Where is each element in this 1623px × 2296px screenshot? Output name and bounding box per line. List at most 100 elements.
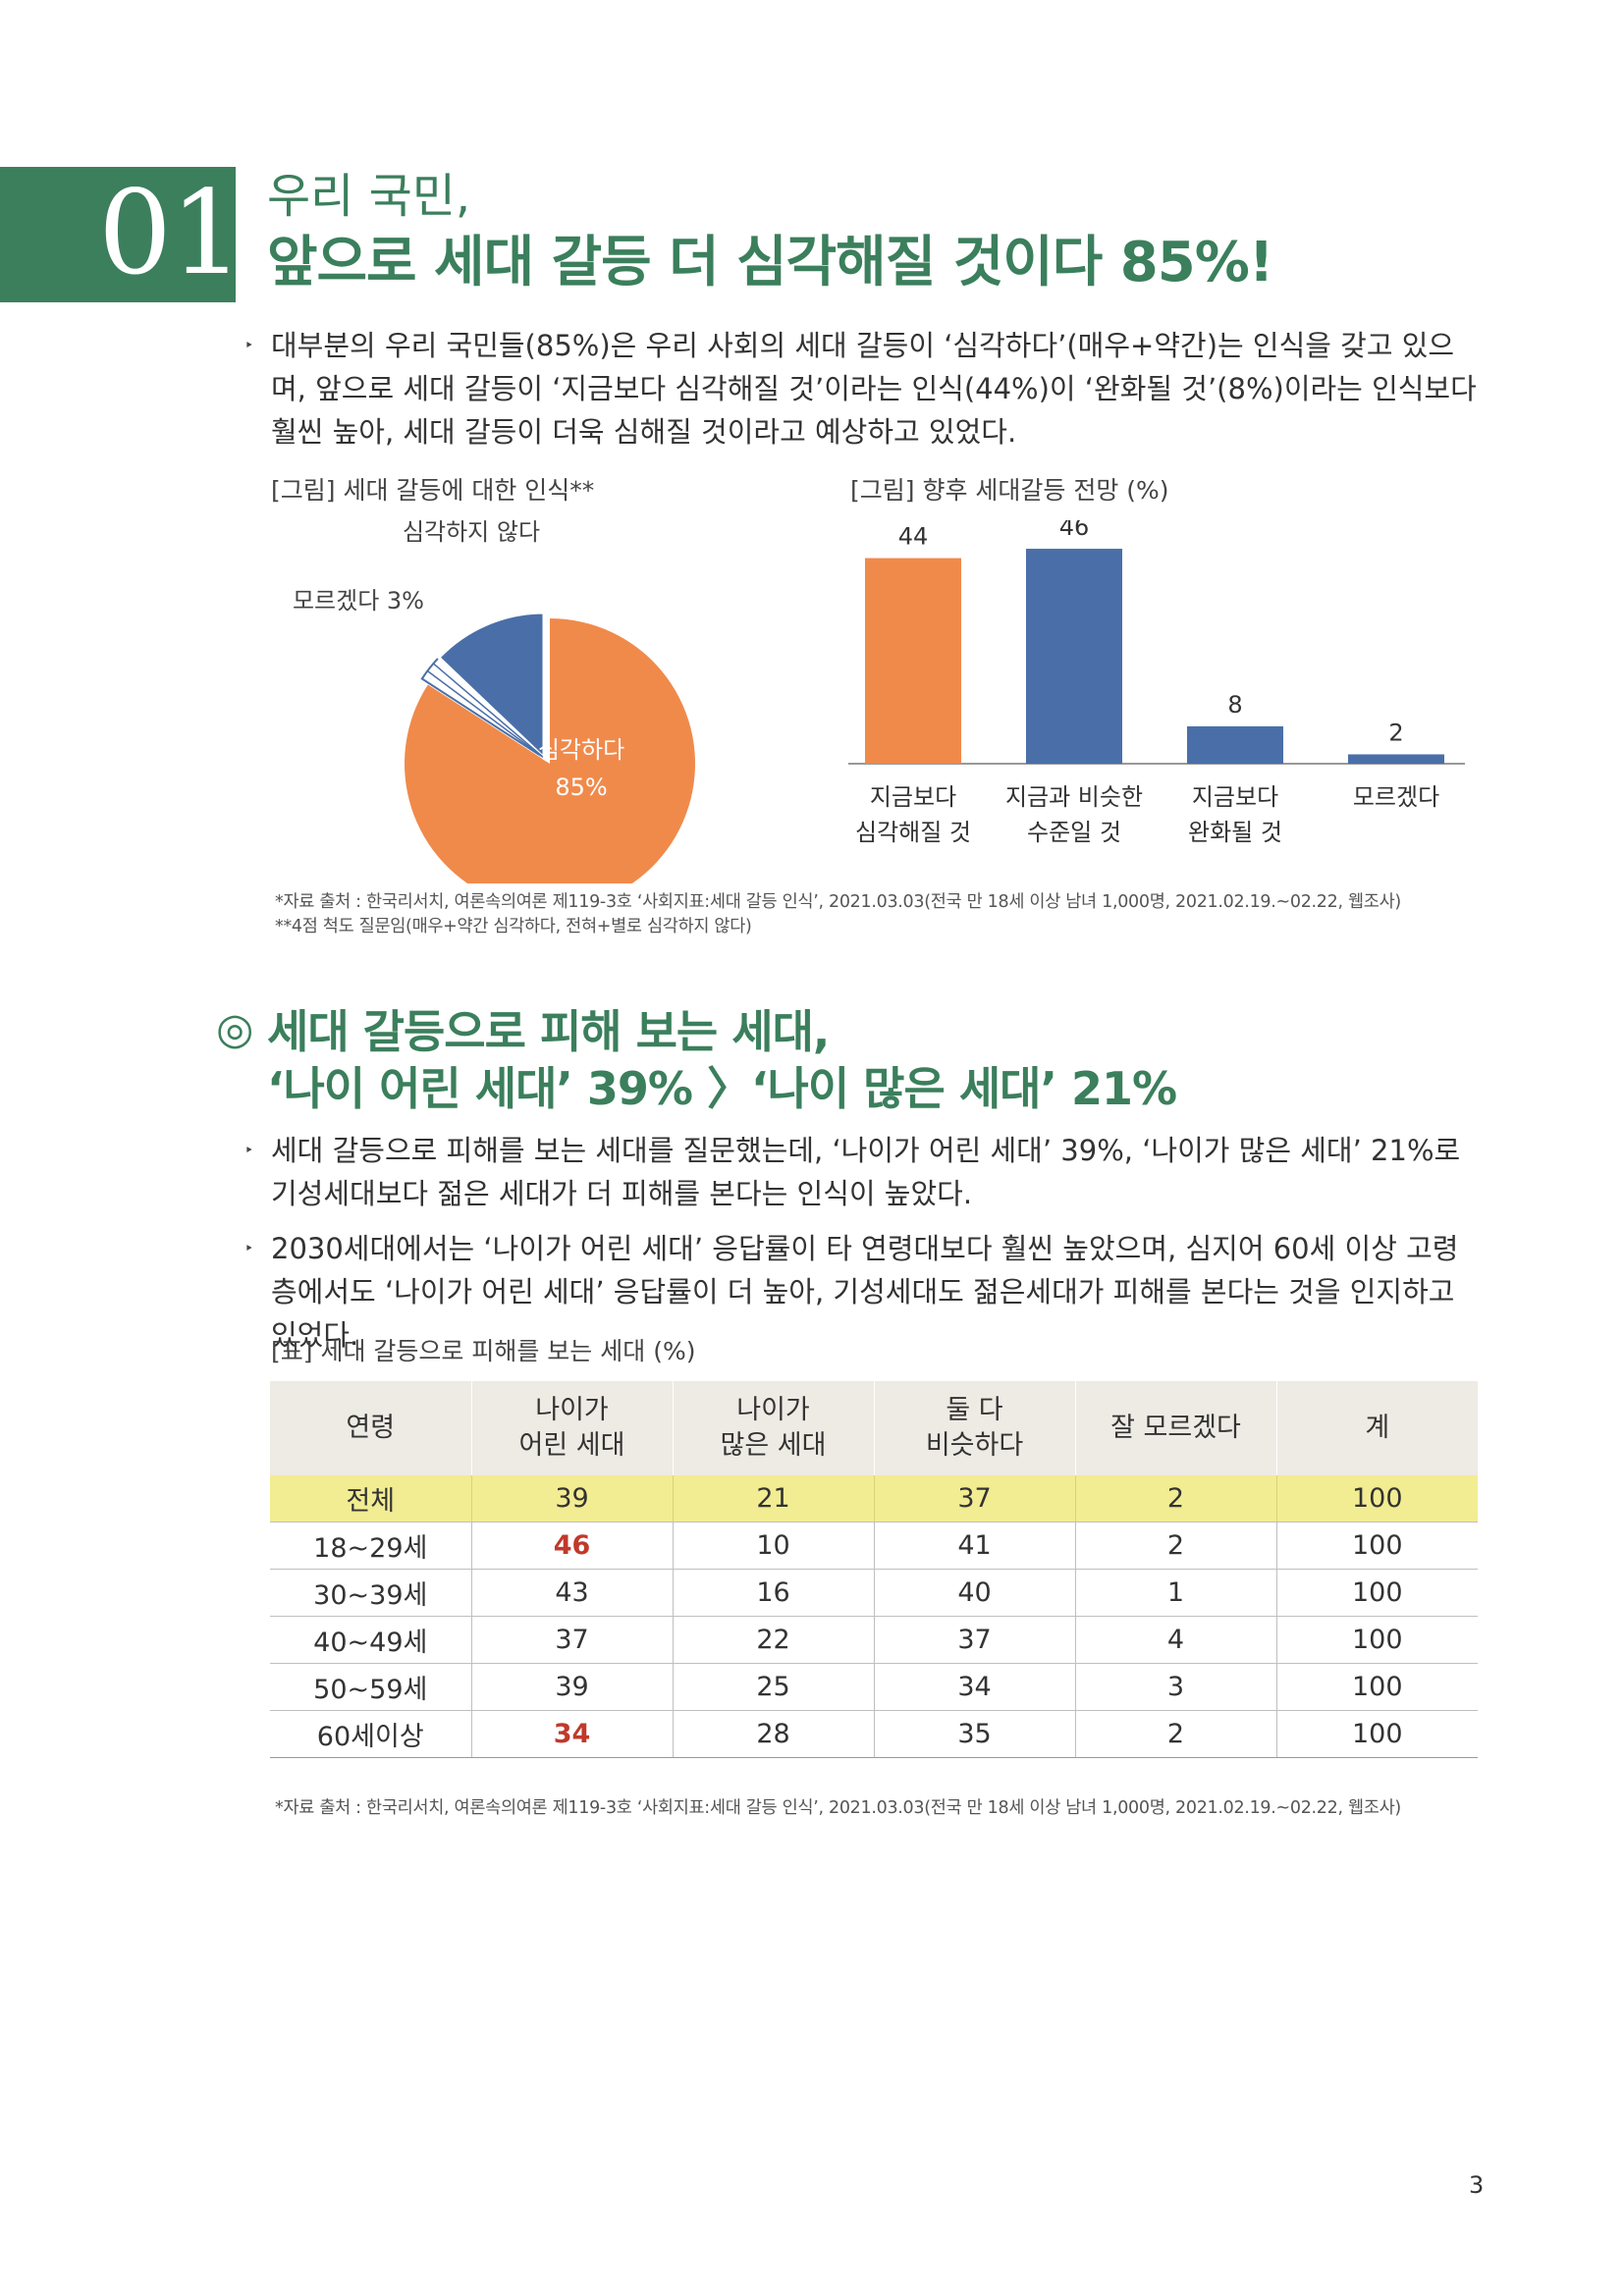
table-title: [표] 세대 갈등으로 피해를 보는 세대 (%): [271, 1337, 696, 1365]
bar-cat-3-line1: 지금보다: [1192, 783, 1278, 811]
table-cell: 2: [1074, 1522, 1276, 1570]
intro-text: 대부분의 우리 국민들(85%)은 우리 사회의 세대 갈등이 ‘심각하다’(매…: [271, 329, 1477, 449]
pie-hatch-line: [426, 669, 545, 759]
table-row: 40~49세 37 22 37 4 100: [270, 1616, 1478, 1664]
bar-cat-3-line2: 완화될 것: [1188, 819, 1282, 846]
figure1-title: [그림] 세대 갈등에 대한 인식**: [271, 476, 595, 505]
table-cell: 30~39세: [270, 1569, 471, 1617]
subsection-title-line1: 세대 갈등으로 피해 보는 세대,: [267, 1005, 830, 1058]
intro-paragraph: ‣ 대부분의 우리 국민들(85%)은 우리 사회의 세대 갈등이 ‘심각하다’…: [244, 324, 1481, 454]
bullet-icon: ‣: [244, 1141, 254, 1159]
col-header-dont-know: 잘 모르겠다: [1074, 1381, 1276, 1475]
table-cell: 10: [672, 1522, 874, 1570]
section-badge: [0, 167, 236, 302]
bullet-text-2: 2030세대에서는 ‘나이가 어린 세대’ 응답률이 타 연령대보다 훨씬 높았…: [271, 1232, 1459, 1352]
table-cell: 25: [672, 1663, 874, 1711]
col-header-young: 나이가 어린 세대: [470, 1381, 673, 1475]
table-cell: 50~59세: [270, 1663, 471, 1711]
bullet-icon: ‣: [244, 336, 254, 354]
section-number: 01: [98, 165, 243, 300]
label-dont-know: 모르겠다 3%: [293, 587, 424, 614]
table-cell: 100: [1275, 1475, 1478, 1522]
bar-chart: 44 46 8 2 지금보다 심각해질 것 지금과 비슷한 수준일 것 지금보다 완화…: [848, 520, 1465, 846]
table-cell: 전체: [270, 1475, 471, 1522]
page-number: 3: [1469, 2171, 1485, 2199]
table-cell: 2: [1074, 1475, 1276, 1522]
bar-1: [865, 558, 961, 764]
table-cell: 1: [1074, 1569, 1276, 1617]
bullet-paragraph-2: ‣ 2030세대에서는 ‘나이가 어린 세대’ 응답률이 타 연령대보다 훨씬 …: [244, 1227, 1481, 1357]
col-header-both: 둘 다 비슷하다: [873, 1381, 1075, 1475]
bullet-paragraph-1: ‣ 세대 갈등으로 피해를 보는 세대를 질문했는데, ‘나이가 어린 세대’ …: [244, 1129, 1481, 1215]
table-row: 60세이상 34 28 35 2 100: [270, 1710, 1478, 1758]
table-cell: 100: [1275, 1710, 1478, 1758]
table-cell: 100: [1275, 1616, 1478, 1664]
col-header-age: 연령: [270, 1381, 471, 1475]
bar-cat-2-line1: 지금과 비슷한: [1005, 783, 1143, 811]
pie-slice-serious: [405, 618, 695, 883]
bar-cat-2-line2: 수준일 것: [1027, 819, 1121, 846]
table-row: 30~39세 43 16 40 1 100: [270, 1569, 1478, 1617]
table-cell: 37: [873, 1475, 1075, 1522]
section-title-line2: 앞으로 세대 갈등 더 심각해질 것이다 85%!: [267, 231, 1273, 294]
table-cell: 39: [470, 1475, 673, 1522]
label-serious-pct: 85%: [555, 774, 607, 801]
subsection-title-line2: ‘나이 어린 세대’ 39% 〉‘나이 많은 세대’ 21%: [267, 1062, 1177, 1115]
col-header-old: 나이가 많은 세대: [672, 1381, 874, 1475]
bar-3: [1187, 725, 1283, 764]
table-cell: 40: [873, 1569, 1075, 1617]
table-cell-highlight: 34: [470, 1710, 673, 1758]
bar-cat-1-line2: 심각해질 것: [855, 819, 971, 846]
bar-value-label-2: 46: [1059, 520, 1090, 541]
table-cell: 34: [873, 1663, 1075, 1711]
table-row: 50~59세 39 25 34 3 100: [270, 1663, 1478, 1711]
pie-chart: 심각하지 않다 13% 모르겠다 3% 심각하다 85%: [293, 518, 695, 883]
bar-2: [1026, 549, 1122, 764]
bar-value-label-3: 8: [1227, 691, 1242, 719]
label-not-serious: 심각하지 않다: [403, 518, 540, 546]
bar-cat-1-line1: 지금보다: [870, 783, 956, 811]
table-cell-highlight: 46: [470, 1522, 673, 1570]
label-not-serious-pct: 13%: [468, 567, 520, 595]
table-row: 전체 39 21 37 2 100: [270, 1475, 1478, 1522]
table-cell: 37: [470, 1616, 673, 1664]
table-cell: 60세이상: [270, 1710, 471, 1758]
table-cell: 3: [1074, 1663, 1276, 1711]
table-cell: 41: [873, 1522, 1075, 1570]
table-cell: 18~29세: [270, 1522, 471, 1570]
bar-cat-4-line1: 모르겠다: [1353, 783, 1439, 811]
double-circle-icon: ◎: [216, 1004, 254, 1054]
table-cell: 100: [1275, 1569, 1478, 1617]
bar-group: 44 46 8 2: [865, 520, 1444, 764]
pie-hatch-line: [432, 663, 545, 759]
scale-note: **4점 척도 질문임(매우+약간 심각하다, 전혀+별로 심각하지 않다): [275, 917, 752, 936]
figure2-title: [그림] 향후 세대갈등 전망 (%): [850, 476, 1169, 505]
table-cell: 37: [873, 1616, 1075, 1664]
table-cell: 100: [1275, 1522, 1478, 1570]
table-cell: 16: [672, 1569, 874, 1617]
table-cell: 22: [672, 1616, 874, 1664]
table-cell: 39: [470, 1663, 673, 1711]
table-cell: 40~49세: [270, 1616, 471, 1664]
table-cell: 2: [1074, 1710, 1276, 1758]
bullet-icon: ‣: [244, 1239, 254, 1257]
table-cell: 35: [873, 1710, 1075, 1758]
pie-slice-dont-know-lines: [426, 663, 545, 759]
table-header-row: 연령 나이가 어린 세대 나이가 많은 세대 둘 다 비슷하다 잘 모르겠다 계: [270, 1381, 1478, 1475]
data-table: 연령 나이가 어린 세대 나이가 많은 세대 둘 다 비슷하다 잘 모르겠다 계 전체…: [270, 1381, 1478, 1758]
bullet-text-1: 세대 갈등으로 피해를 보는 세대를 질문했는데, ‘나이가 어린 세대’ 39…: [271, 1134, 1461, 1210]
bar-4: [1348, 754, 1444, 764]
source-note-1: *자료 출처 : 한국리서치, 여론속의여론 제119-3호 ‘사회지표:세대 …: [275, 892, 1401, 912]
table-cell: 21: [672, 1475, 874, 1522]
section-title-line1: 우리 국민,: [267, 169, 471, 224]
table-cell: 100: [1275, 1663, 1478, 1711]
table-cell: 4: [1074, 1616, 1276, 1664]
table-cell: 28: [672, 1710, 874, 1758]
source-note-2: *자료 출처 : 한국리서치, 여론속의여론 제119-3호 ‘사회지표:세대 …: [275, 1798, 1401, 1818]
label-serious: 심각하다: [538, 736, 624, 764]
bar-value-label-4: 2: [1388, 719, 1403, 746]
pie-slice-not-serious: [436, 611, 546, 762]
table-row: 18~29세 46 10 41 2 100: [270, 1522, 1478, 1570]
col-header-total: 계: [1275, 1381, 1478, 1475]
table-cell: 43: [470, 1569, 673, 1617]
